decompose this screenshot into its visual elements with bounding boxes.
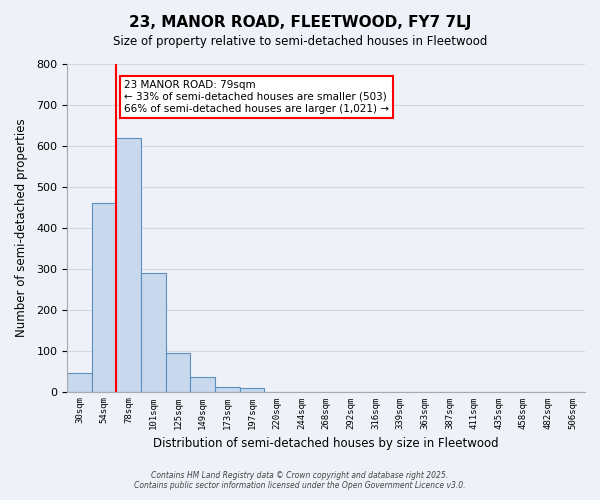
Bar [166,352,190,392]
Bar [215,386,240,392]
X-axis label: Distribution of semi-detached houses by size in Fleetwood: Distribution of semi-detached houses by … [153,437,499,450]
Y-axis label: Number of semi-detached properties: Number of semi-detached properties [15,118,28,337]
Bar [240,388,265,392]
Text: 23, MANOR ROAD, FLEETWOOD, FY7 7LJ: 23, MANOR ROAD, FLEETWOOD, FY7 7LJ [129,15,471,30]
Text: Contains HM Land Registry data © Crown copyright and database right 2025.
Contai: Contains HM Land Registry data © Crown c… [134,470,466,490]
Bar [116,138,141,392]
Bar [141,273,166,392]
Bar [190,377,215,392]
Text: 23 MANOR ROAD: 79sqm
← 33% of semi-detached houses are smaller (503)
66% of semi: 23 MANOR ROAD: 79sqm ← 33% of semi-detac… [124,80,389,114]
Bar [92,203,116,392]
Bar [67,372,92,392]
Text: Size of property relative to semi-detached houses in Fleetwood: Size of property relative to semi-detach… [113,35,487,48]
